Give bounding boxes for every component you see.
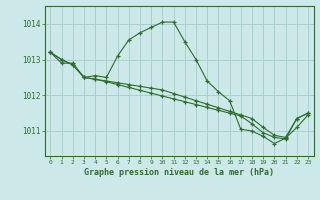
X-axis label: Graphe pression niveau de la mer (hPa): Graphe pression niveau de la mer (hPa) [84, 168, 274, 177]
